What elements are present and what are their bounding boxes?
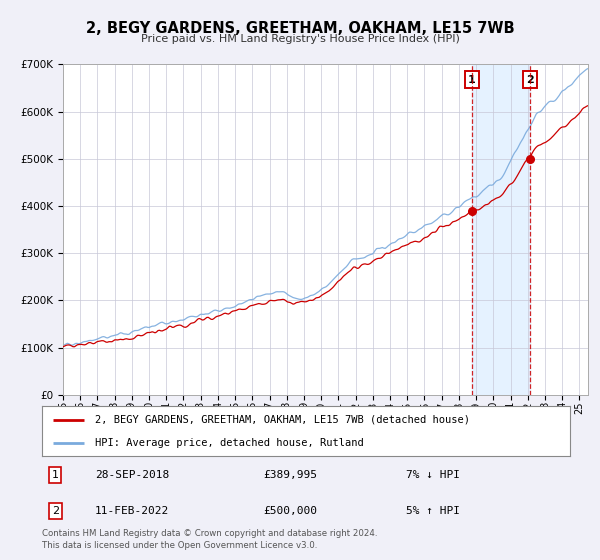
Text: 1: 1 [52, 470, 59, 480]
Text: 2, BEGY GARDENS, GREETHAM, OAKHAM, LE15 7WB (detached house): 2, BEGY GARDENS, GREETHAM, OAKHAM, LE15 … [95, 414, 470, 424]
Text: 11-FEB-2022: 11-FEB-2022 [95, 506, 169, 516]
Text: HPI: Average price, detached house, Rutland: HPI: Average price, detached house, Rutl… [95, 438, 364, 448]
Text: 2: 2 [52, 506, 59, 516]
Text: £389,995: £389,995 [264, 470, 318, 480]
Text: Price paid vs. HM Land Registry's House Price Index (HPI): Price paid vs. HM Land Registry's House … [140, 34, 460, 44]
Text: 2: 2 [526, 74, 533, 85]
Text: 2, BEGY GARDENS, GREETHAM, OAKHAM, LE15 7WB: 2, BEGY GARDENS, GREETHAM, OAKHAM, LE15 … [86, 21, 514, 36]
Text: 28-SEP-2018: 28-SEP-2018 [95, 470, 169, 480]
Bar [472, 64, 530, 395]
Text: Contains HM Land Registry data © Crown copyright and database right 2024.: Contains HM Land Registry data © Crown c… [42, 530, 377, 539]
Text: 1: 1 [468, 74, 476, 85]
Text: £500,000: £500,000 [264, 506, 318, 516]
Text: 5% ↑ HPI: 5% ↑ HPI [406, 506, 460, 516]
Text: 7% ↓ HPI: 7% ↓ HPI [406, 470, 460, 480]
Text: This data is licensed under the Open Government Licence v3.0.: This data is licensed under the Open Gov… [42, 541, 317, 550]
